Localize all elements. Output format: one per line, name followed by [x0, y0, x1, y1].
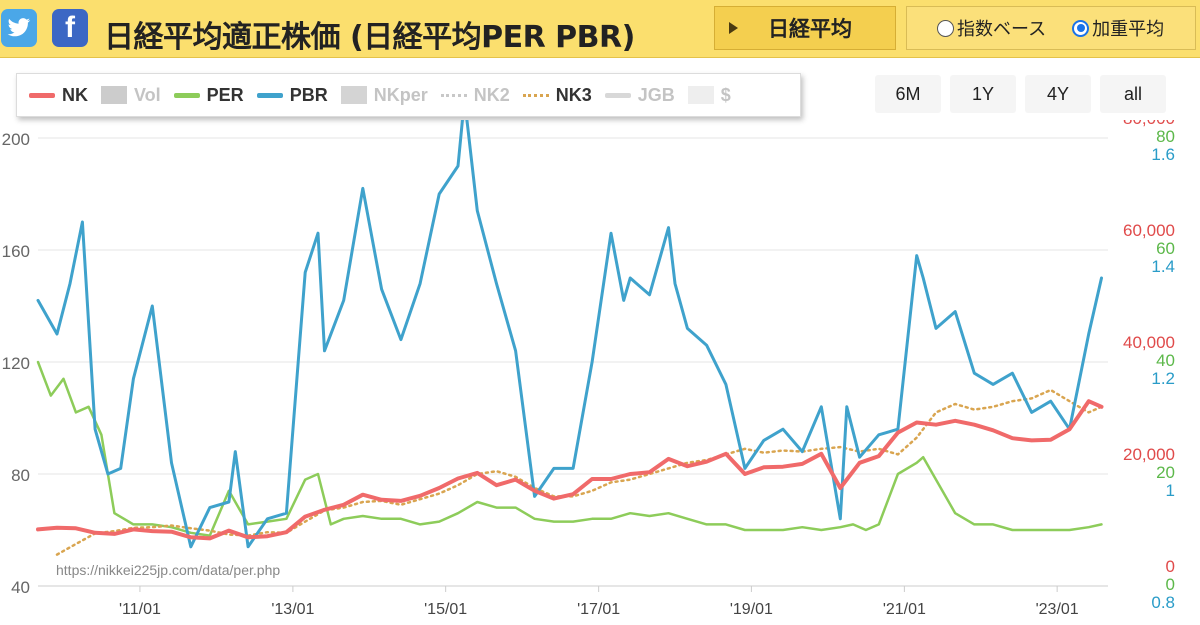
series-line-pbr — [36, 120, 1103, 549]
legend-item-per[interactable]: PER — [173, 84, 244, 106]
right-tick-label-per: 40 — [1156, 351, 1175, 370]
x-tick-label: '23/01 — [1036, 601, 1079, 618]
left-tick-label: 120 — [2, 354, 30, 373]
legend-swatch — [604, 92, 631, 98]
right-tick-label-pbr: 0.8 — [1151, 593, 1175, 612]
legend-swatch — [440, 93, 467, 97]
right-tick-label-nk: 20,000 — [1123, 445, 1175, 464]
legend-label: $ — [720, 84, 731, 105]
legend-item-nk2[interactable]: NK2 — [440, 84, 510, 106]
chart-legend: NK Vol PER PBR NKper NK2 NK3 JGB $ — [16, 73, 801, 117]
right-tick-label-per: 60 — [1156, 239, 1175, 258]
legend-label: PER — [206, 84, 244, 105]
legend-item-jgb[interactable]: JGB — [604, 84, 675, 106]
facebook-icon: f — [65, 11, 75, 44]
radio-weighted-average[interactable]: 加重平均 — [1072, 15, 1164, 41]
right-tick-label-per: 80 — [1156, 127, 1175, 146]
range-4y-button[interactable]: 4Y — [1025, 75, 1091, 113]
left-tick-label: 200 — [2, 130, 30, 149]
radio-weighted-average-label: 加重平均 — [1092, 19, 1165, 40]
radio-selected-icon — [1072, 19, 1090, 37]
x-tick-label: '15/01 — [424, 601, 467, 618]
x-tick-label: '21/01 — [883, 601, 926, 618]
range-1y-button[interactable]: 1Y — [950, 75, 1016, 113]
legend-item-nk3[interactable]: NK3 — [522, 84, 592, 106]
play-triangle-icon — [729, 22, 738, 34]
x-axis-ticks: '11/01 '13/01 '15/01 '17/01 '19/01 '21/01 '23/… — [119, 586, 1079, 618]
legend-swatch — [522, 93, 549, 97]
twitter-icon — [7, 18, 31, 37]
legend-item-nkper[interactable]: NKper — [340, 84, 428, 106]
legend-swatch — [173, 92, 200, 98]
right-tick-label-nk: 60,000 — [1123, 221, 1175, 240]
legend-item-dollar[interactable]: $ — [687, 84, 731, 106]
series-line-nk3 — [55, 388, 1103, 556]
right-tick-label-nk: 80,000 — [1123, 120, 1175, 128]
grid-lines — [38, 137, 1108, 587]
legend-swatch — [687, 86, 714, 104]
calc-mode-radio-group: 指数ベース 加重平均 — [906, 6, 1196, 50]
legend-swatch — [340, 86, 367, 104]
legend-item-nk[interactable]: NK — [29, 85, 88, 106]
left-tick-label: 80 — [11, 466, 30, 485]
x-tick-label: '13/01 — [271, 601, 314, 618]
legend-label: NKper — [373, 84, 428, 105]
source-watermark: https://nikkei225jp.com/data/per.php — [56, 562, 280, 578]
legend-label: NK — [62, 84, 88, 105]
series-line-per — [36, 360, 1103, 537]
right-tick-label-per: 20 — [1156, 463, 1175, 482]
legend-label: Vol — [134, 84, 161, 105]
series-line-nk — [36, 399, 1104, 541]
legend-swatch — [101, 86, 127, 104]
legend-label: NK2 — [473, 84, 510, 105]
index-select-button[interactable]: 日経平均 — [714, 6, 896, 50]
legend-swatch — [256, 92, 283, 98]
radio-unselected-icon — [937, 19, 954, 37]
legend-label: JGB — [637, 84, 675, 105]
x-tick-label: '17/01 — [577, 601, 620, 618]
right-axis-ticks: 0 20,000 40,000 60,000 80,000 0 20 40 60 80 0.8 1 1.… — [1123, 120, 1175, 612]
page-title: 日経平均適正株価 (日経平均PER PBR) — [104, 20, 635, 55]
right-tick-label-pbr: 1.2 — [1151, 369, 1175, 388]
left-tick-label: 160 — [2, 242, 30, 261]
radio-index-base-label: 指数ベース — [957, 19, 1047, 40]
legend-swatch — [29, 92, 55, 98]
x-tick-label: '11/01 — [119, 601, 161, 618]
range-6m-button[interactable]: 6M — [875, 75, 941, 113]
legend-item-vol[interactable]: Vol — [101, 85, 161, 106]
legend-label: NK3 — [555, 84, 592, 105]
x-tick-label: '19/01 — [730, 601, 773, 618]
range-all-button[interactable]: all — [1100, 75, 1166, 113]
right-tick-label-nk: 40,000 — [1123, 333, 1175, 352]
series-lines — [36, 120, 1104, 556]
facebook-share-button[interactable]: f — [52, 9, 88, 47]
legend-label: PBR — [289, 84, 328, 105]
index-select-label: 日経平均 — [768, 17, 852, 41]
right-tick-label-pbr: 1.6 — [1151, 145, 1175, 164]
left-tick-label: 40 — [11, 578, 30, 597]
legend-item-pbr[interactable]: PBR — [256, 84, 328, 106]
twitter-share-button[interactable] — [1, 9, 37, 47]
right-tick-label-pbr: 1.4 — [1151, 257, 1175, 276]
header-bar: f 日経平均適正株価 (日経平均PER PBR) 日経平均 指数ベース 加重平均 — [0, 0, 1200, 58]
right-tick-label-nk: 0 — [1166, 557, 1175, 576]
left-axis-ticks: 40 80 120 160 200 — [2, 130, 30, 597]
radio-index-base[interactable]: 指数ベース — [937, 15, 1046, 41]
right-tick-label-per: 0 — [1166, 575, 1175, 594]
right-tick-label-pbr: 1 — [1166, 481, 1175, 500]
